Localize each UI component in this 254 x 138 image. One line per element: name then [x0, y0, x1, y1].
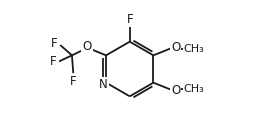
Text: F: F [51, 37, 58, 50]
Text: CH₃: CH₃ [183, 43, 204, 54]
Text: CH₃: CH₃ [183, 84, 204, 95]
Text: N: N [99, 78, 108, 91]
Text: O: O [82, 40, 92, 53]
Text: F: F [70, 75, 77, 88]
Text: O: O [171, 84, 180, 97]
Text: F: F [126, 13, 133, 26]
Text: F: F [50, 55, 56, 68]
Text: O: O [171, 41, 180, 54]
